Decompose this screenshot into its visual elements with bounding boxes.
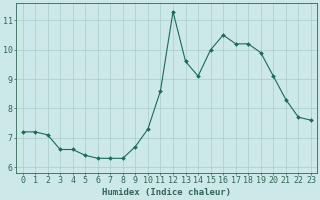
X-axis label: Humidex (Indice chaleur): Humidex (Indice chaleur) (102, 188, 231, 197)
